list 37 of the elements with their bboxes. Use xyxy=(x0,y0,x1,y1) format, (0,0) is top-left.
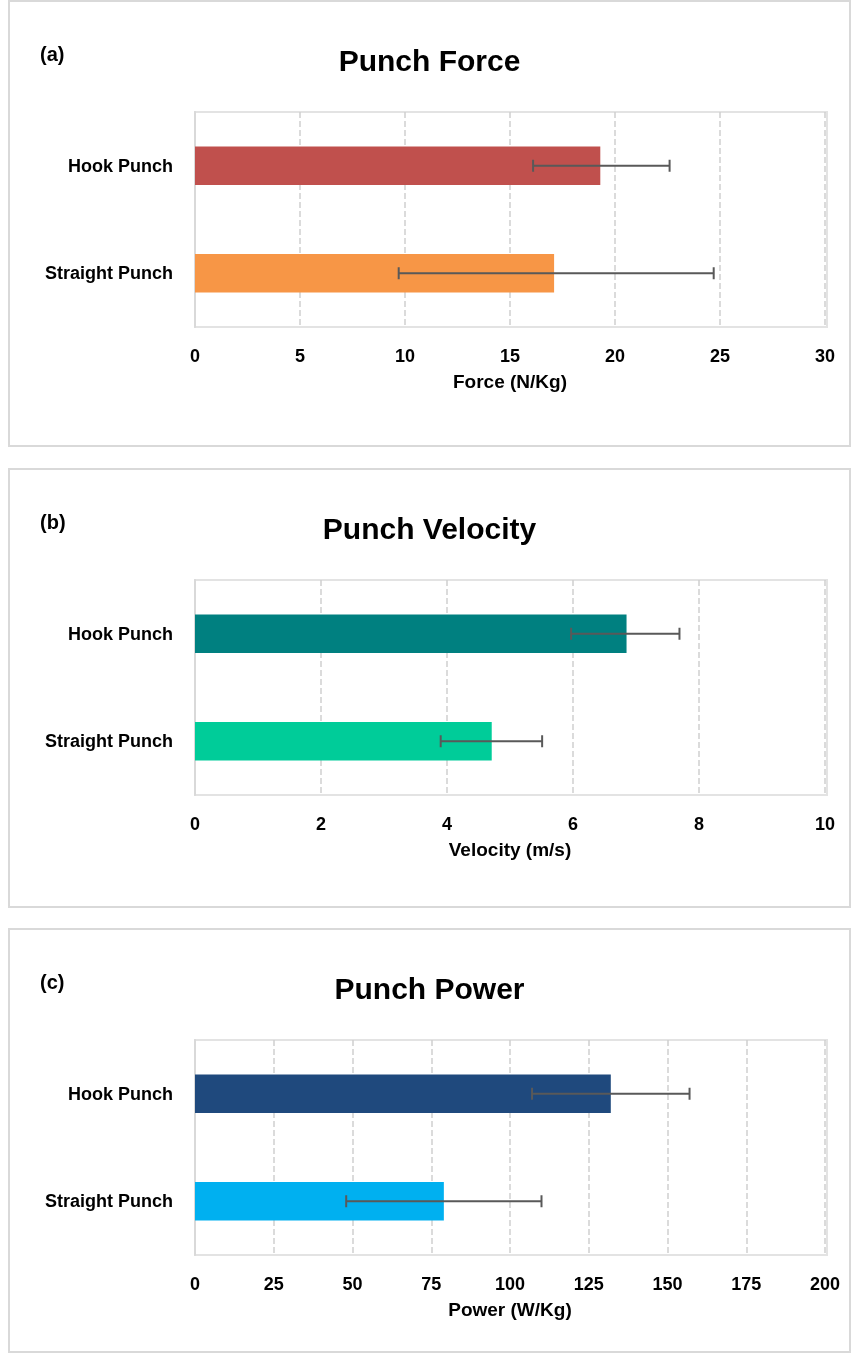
x-axis-title: Force (N/Kg) xyxy=(453,371,567,392)
x-tick-label: 100 xyxy=(494,1274,526,1294)
x-tick-label: 200 xyxy=(809,1274,841,1294)
x-axis-title: Velocity (m/s) xyxy=(448,839,572,860)
text: (b) xyxy=(40,511,66,533)
x-tick-label: 20 xyxy=(604,346,626,366)
x-tick-label: 25 xyxy=(263,1274,284,1294)
x-tick-label: 0 xyxy=(189,346,201,366)
x-axis-title: Power (W/Kg) xyxy=(448,1299,572,1320)
x-tick-label: 10 xyxy=(814,814,836,834)
y-tick-label: Straight Punch xyxy=(44,263,173,284)
chart-title: Punch Force xyxy=(338,43,521,77)
y-tick-label: Straight Punch xyxy=(44,731,173,752)
x-tick-label: 8 xyxy=(693,814,705,834)
x-tick-label: 50 xyxy=(342,1274,363,1294)
x-tick-label: 5 xyxy=(294,346,306,366)
x-tick-label: 75 xyxy=(421,1274,442,1294)
y-tick-label: Hook Punch xyxy=(67,155,173,176)
chart-title: Punch Velocity xyxy=(322,511,537,545)
y-tick-label: Hook Punch xyxy=(67,623,173,644)
text: (c) xyxy=(40,971,65,993)
x-tick-label: 125 xyxy=(573,1274,604,1294)
text: (a) xyxy=(40,43,65,65)
x-tick-label: 6 xyxy=(567,814,579,834)
y-tick-label: Hook Punch xyxy=(67,1083,173,1104)
chart-title: Punch Power xyxy=(334,971,525,1005)
x-tick-label: 15 xyxy=(499,346,521,366)
x-tick-label: 0 xyxy=(189,1274,201,1294)
x-tick-label: 150 xyxy=(652,1274,683,1294)
x-tick-label: 4 xyxy=(441,814,453,834)
x-tick-label: 10 xyxy=(394,346,416,366)
x-tick-label: 30 xyxy=(814,346,836,366)
x-tick-label: 0 xyxy=(189,814,201,834)
y-tick-label: Straight Punch xyxy=(44,1191,173,1212)
x-tick-label: 175 xyxy=(731,1274,762,1294)
x-tick-label: 2 xyxy=(315,814,327,834)
x-tick-label: 25 xyxy=(709,346,731,366)
